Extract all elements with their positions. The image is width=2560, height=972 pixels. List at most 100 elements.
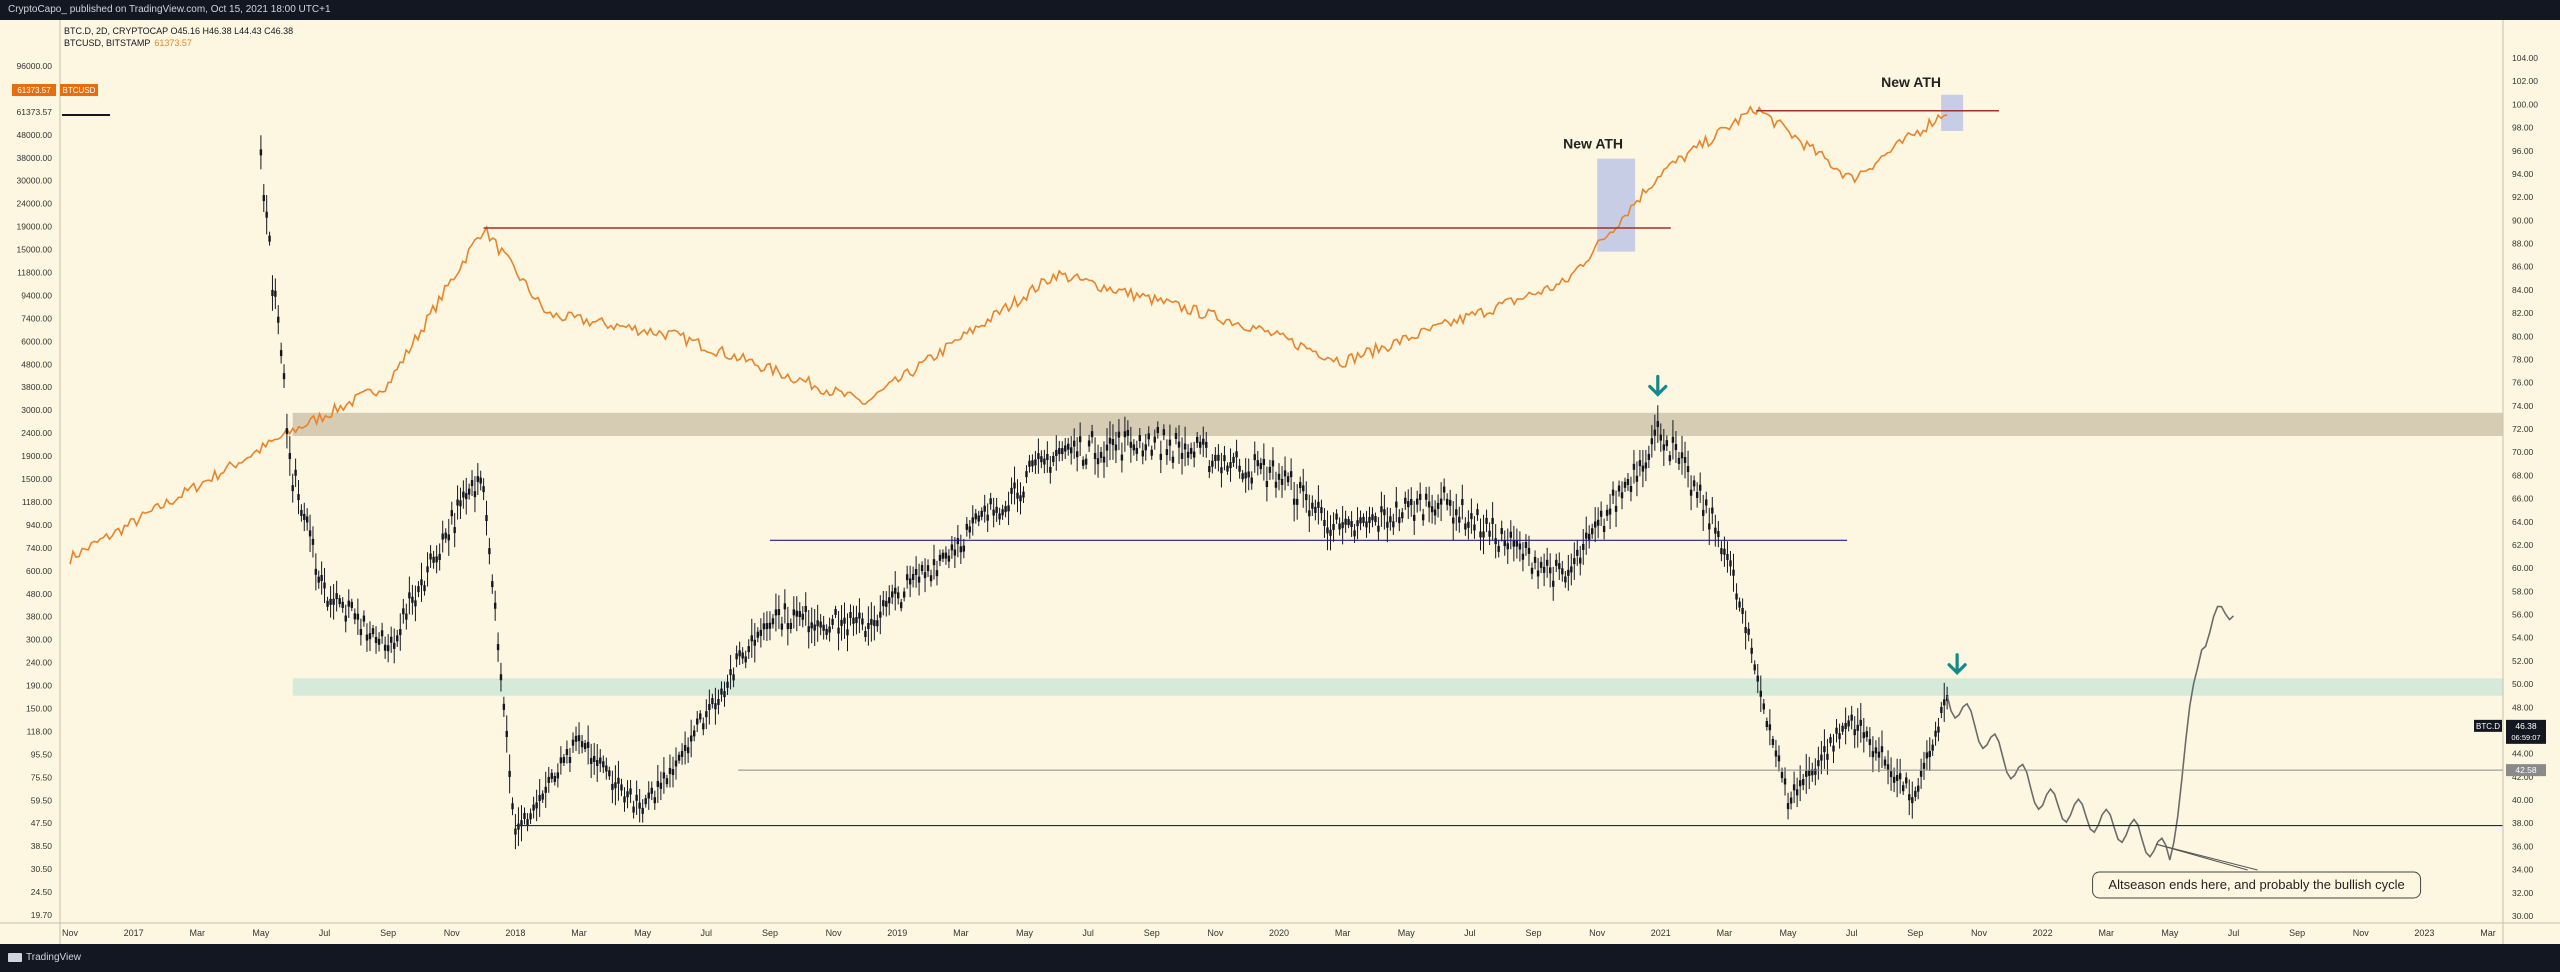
- btcd-candle-body: [1365, 521, 1368, 528]
- btcd-candle-body: [547, 776, 550, 783]
- btcd-candle-body: [968, 526, 971, 533]
- btcd-candle-body: [944, 552, 948, 559]
- btcd-candle-body: [689, 735, 693, 742]
- btcd-candle-body: [1901, 785, 1905, 792]
- btcd-candle-body: [932, 559, 936, 566]
- btcd-candle-body: [992, 509, 995, 516]
- btcd-candle-body: [1859, 719, 1862, 726]
- btcd-candle-body: [1695, 491, 1699, 498]
- left-axis-tick-label: 24.50: [31, 887, 53, 897]
- btcd-candle-body: [308, 530, 312, 537]
- left-axis-tick-label: 95.50: [31, 749, 53, 759]
- x-axis-tick-label: 2017: [124, 928, 144, 938]
- btcd-candle-body: [1545, 559, 1549, 566]
- right-axis-tick-label: 66.00: [2512, 494, 2534, 504]
- btcd-candle-body: [864, 631, 867, 638]
- ath-label-2: New ATH: [1881, 74, 1941, 90]
- btcd-candle-body: [583, 743, 587, 750]
- btcd-candle-body: [291, 485, 294, 492]
- btcd-candle-body: [1552, 580, 1555, 587]
- btcd-candle-body: [568, 756, 572, 763]
- btcd-candle-body: [1090, 431, 1094, 438]
- btcd-candle-body: [897, 592, 900, 599]
- right-axis-tick-label: 72.00: [2512, 424, 2534, 434]
- btcd-candle-body: [641, 807, 644, 814]
- btcd-candle-body: [1832, 745, 1835, 752]
- btcd-candle-body: [1174, 432, 1178, 439]
- btcd-candle-body: [473, 491, 477, 498]
- btcd-candle-body: [873, 620, 876, 627]
- btcd-candle-body: [926, 565, 930, 572]
- btcd-candle-body: [1467, 521, 1470, 528]
- btcd-candle-body: [1371, 514, 1374, 521]
- btcd-candle-body: [1256, 460, 1259, 467]
- chart-area[interactable]: New ATH New ATH Altseason ends here, and p…: [0, 20, 2560, 944]
- btcd-candle-body: [1386, 521, 1389, 528]
- btcd-candle-body: [650, 787, 653, 794]
- btcd-candle-body: [1150, 449, 1153, 456]
- btcd-candle-body: [1717, 531, 1720, 538]
- btcd-candle-body: [1433, 509, 1437, 516]
- btcd-candle-body: [1596, 519, 1600, 526]
- btcd-candle-body: [635, 794, 638, 801]
- btcd-candle-body: [1019, 495, 1022, 502]
- btcd-candle-body: [1503, 540, 1506, 547]
- left-axis-tick-label: 240.00: [26, 658, 52, 668]
- x-axis-tick-label: Mar: [571, 928, 587, 938]
- btcd-candle-body: [314, 568, 318, 575]
- btcd-candle-body: [1111, 439, 1115, 446]
- btcd-candle-body: [1280, 478, 1284, 485]
- btcd-candle-body: [1518, 543, 1522, 550]
- btcd-candle-body: [1165, 449, 1169, 456]
- btcd-candle-body: [1427, 501, 1431, 508]
- btcusd-price-badge: [12, 84, 56, 96]
- right-axis-tick-label: 30.00: [2512, 911, 2534, 921]
- x-axis-tick-label: May: [634, 928, 652, 938]
- left-axis-tick-label: 30000.00: [17, 176, 53, 186]
- btcd-candle-body: [729, 669, 732, 676]
- btcd-candle-body: [656, 780, 660, 787]
- ath-box-2021-oct: [1941, 94, 1964, 131]
- btcd-candle-body: [1268, 466, 1272, 473]
- btcd-candle-body: [1177, 441, 1181, 448]
- btcd-candle-body: [1329, 529, 1332, 536]
- left-axis-tick-label: 61373.57: [17, 107, 53, 117]
- btcd-candle-body: [1087, 440, 1091, 447]
- btcd-candle-body: [371, 628, 375, 635]
- btcd-candle-body: [753, 639, 756, 646]
- x-axis-tick-label: Mar: [1335, 928, 1351, 938]
- btcd-candle-body: [747, 646, 750, 653]
- btcd-candle-body: [735, 653, 738, 660]
- btcd-candle-body: [861, 618, 864, 625]
- level-value-badge: [2506, 764, 2546, 777]
- btcd-candle-body: [977, 515, 980, 522]
- btcd-candle-body: [399, 629, 402, 636]
- btcd-candle-body: [789, 622, 793, 629]
- btcd-candle-body: [1889, 771, 1893, 778]
- btcd-candle-body: [777, 609, 781, 616]
- btcd-candle-body: [1805, 770, 1808, 777]
- level-value-badge-text: 42.58: [2515, 765, 2537, 775]
- btcd-candle-body: [380, 630, 384, 637]
- btcd-candle-body: [1558, 563, 1561, 570]
- btcd-candle-body: [374, 637, 378, 644]
- btcd-candle-body: [1659, 434, 1662, 441]
- btcd-candle-body: [1573, 558, 1576, 565]
- btcd-candle-body: [1341, 522, 1344, 529]
- btcd-candle-body: [1564, 576, 1567, 583]
- btcd-candle-body: [1808, 769, 1811, 776]
- btcd-candle-body: [680, 750, 684, 757]
- btcd-candle-body: [807, 626, 810, 633]
- btcd-candle-body: [1195, 436, 1199, 443]
- x-axis-tick-label: Jul: [1846, 928, 1858, 938]
- levels-layer: [483, 109, 2503, 827]
- btcd-candle-body: [1253, 454, 1256, 461]
- btcd-candle-body: [1323, 519, 1326, 526]
- btcd-candle-body: [1853, 729, 1856, 736]
- btcd-candle-body: [894, 587, 897, 594]
- btcd-candle-body: [1476, 509, 1479, 516]
- btcd-candle-body: [756, 631, 760, 638]
- btcd-series: [259, 135, 2235, 861]
- btcd-candle-body: [1680, 452, 1684, 459]
- btcd-candle-body: [529, 813, 532, 820]
